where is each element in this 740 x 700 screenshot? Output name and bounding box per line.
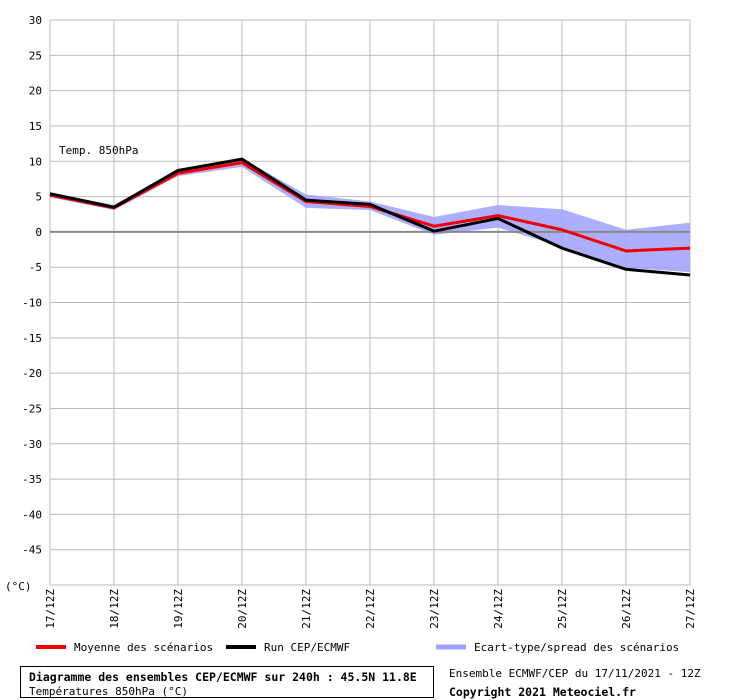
y-tick-label: 5: [35, 191, 42, 204]
y-tick-labels: 30 25 20 15 10 5 0 -5 -10 -15 -20 -25 -30 -35 -40 -45: [22, 14, 42, 557]
y-tick-label: 30: [29, 14, 42, 27]
y-tick-label: 20: [29, 85, 42, 98]
legend-label-run: Run CEP/ECMWF: [264, 641, 350, 654]
temp-label: Temp. 850hPa: [59, 144, 138, 157]
copyright: Copyright 2021 Meteociel.fr: [449, 685, 636, 699]
legend-label-spread: Ecart-type/spread des scénarios: [474, 641, 679, 654]
x-tick-label: 22/12Z: [364, 589, 377, 629]
x-tick-label: 25/12Z: [556, 589, 569, 629]
legend: Moyenne des scénarios Run CEP/ECMWF Ecar…: [36, 641, 679, 654]
y-tick-label: -35: [22, 473, 42, 486]
y-tick-label: 10: [29, 155, 42, 168]
spread-area: [50, 158, 690, 273]
x-tick-label: 26/12Z: [620, 589, 633, 629]
y-tick-label: -25: [22, 402, 42, 415]
y-tick-label: -15: [22, 332, 42, 345]
ensemble-chart: 30 25 20 15 10 5 0 -5 -10 -15 -20 -25 -30 -35 -40 -45 1…: [5, 14, 697, 654]
footer-title-box: Diagramme des ensembles CEP/ECMWF sur 24…: [20, 666, 434, 698]
x-tick-label: 21/12Z: [300, 589, 313, 629]
footer-subtitle: Températures 850hPa (°C): [29, 685, 188, 698]
series-line-mean: [49, 161, 691, 253]
x-tick-label: 24/12Z: [492, 589, 505, 629]
y-tick-label: -10: [22, 297, 42, 310]
x-tick-label: 17/12Z: [44, 589, 57, 629]
y-tick-label: 25: [29, 49, 42, 62]
footer-title: Diagramme des ensembles CEP/ECMWF sur 24…: [29, 670, 417, 684]
y-tick-label: -30: [22, 438, 42, 451]
legend-label-mean: Moyenne des scénarios: [74, 641, 213, 654]
x-tick-label: 18/12Z: [108, 589, 121, 629]
run-info: Ensemble ECMWF/CEP du 17/11/2021 - 12Z: [449, 667, 701, 680]
y-tick-label: -45: [22, 544, 42, 557]
series-line-run: [49, 157, 691, 277]
y-tick-label: -5: [29, 261, 42, 274]
x-tick-label: 27/12Z: [684, 589, 697, 629]
y-tick-label: -20: [22, 367, 42, 380]
y-tick-label: -40: [22, 508, 42, 521]
grid: [49, 19, 691, 586]
y-tick-label: 0: [35, 226, 42, 239]
series-lines: [49, 157, 691, 277]
x-tick-label: 19/12Z: [172, 589, 185, 629]
unit-label: (°C): [5, 580, 32, 593]
x-tick-label: 20/12Z: [236, 589, 249, 629]
x-tick-labels: 17/12Z 18/12Z 19/12Z 20/12Z 21/12Z 22/12Z 23/1…: [44, 589, 697, 629]
x-tick-label: 23/12Z: [428, 589, 441, 629]
y-tick-label: 15: [29, 120, 42, 133]
